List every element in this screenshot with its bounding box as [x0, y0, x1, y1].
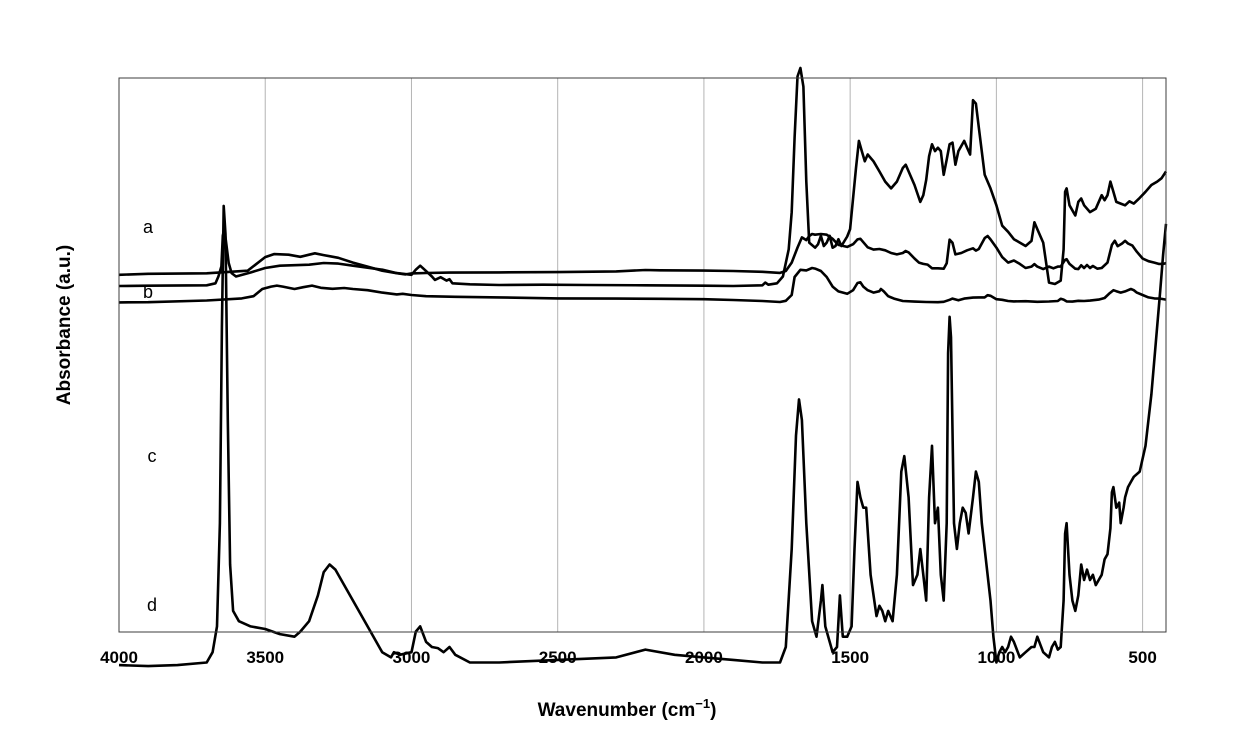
series-labels: a b c d [143, 217, 157, 615]
plot-area-frame [118, 77, 1167, 633]
x-axis-title: Wavenumber (cm−1) [538, 696, 717, 721]
series-label-a: a [143, 217, 154, 237]
x-tick-labels: 4000 3500 3000 2500 2000 1500 1000 500 [100, 648, 1157, 667]
x-tick-label: 1000 [977, 648, 1015, 667]
x-tick-label: 1500 [831, 648, 869, 667]
series-label-b: b [143, 282, 153, 302]
vertical-gridlines [264, 78, 1144, 632]
x-tick-label: 2000 [685, 648, 723, 667]
spectrum-line-b [118, 266, 1167, 304]
x-tick-label: 3500 [246, 648, 284, 667]
spectrum-line-a [118, 232, 1167, 277]
y-axis-title: Absorbance (a.u.) [54, 245, 75, 405]
x-tick-label: 2500 [539, 648, 577, 667]
x-tick-label: 3000 [393, 648, 431, 667]
spectrum-line-d [118, 204, 1168, 668]
series-label-c: c [148, 446, 157, 466]
x-tick-label: 4000 [100, 648, 138, 667]
x-tick-label: 500 [1128, 648, 1156, 667]
spectra-lines [118, 66, 1168, 668]
spectrum-line-c [118, 66, 1168, 288]
series-label-d: d [147, 595, 157, 615]
